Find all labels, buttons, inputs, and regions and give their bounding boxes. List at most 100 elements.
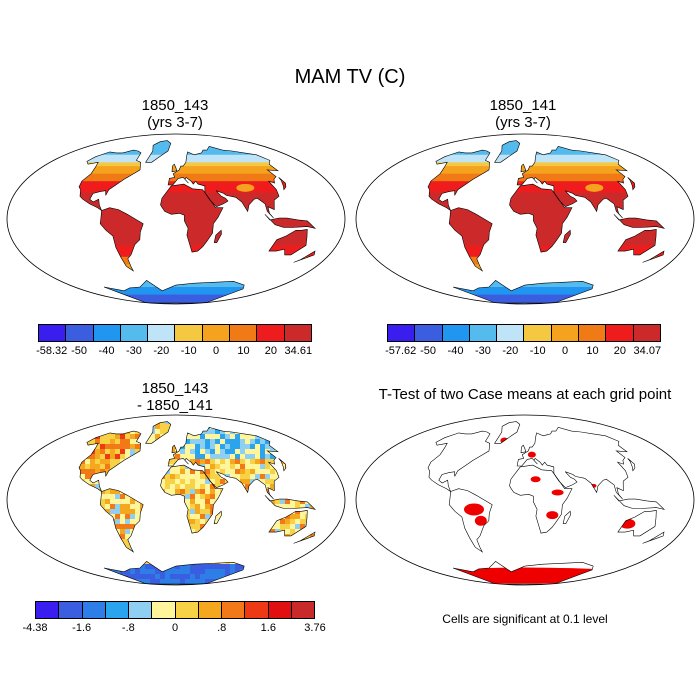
difference-cell — [300, 509, 305, 514]
colorbar-boxes — [387, 324, 661, 342]
coastlines — [78, 421, 317, 585]
difference-cell — [35, 464, 40, 469]
difference-cell — [255, 579, 260, 584]
difference-cell — [95, 584, 100, 585]
difference-cell — [340, 444, 345, 449]
difference-cell — [15, 519, 20, 524]
difference-cell — [250, 529, 255, 534]
coastline — [167, 426, 280, 500]
difference-cell — [320, 484, 325, 489]
temperature-band — [79, 147, 316, 152]
difference-cell — [40, 524, 45, 529]
difference-cell — [40, 569, 45, 574]
difference-cell — [5, 564, 10, 569]
difference-cell — [185, 454, 190, 459]
difference-cell — [120, 534, 125, 539]
difference-cell — [145, 539, 150, 544]
difference-cell — [120, 444, 125, 449]
difference-cell — [325, 414, 330, 419]
difference-cell — [79, 479, 80, 484]
difference-cell — [180, 529, 185, 534]
difference-cell — [200, 459, 205, 464]
difference-cell — [230, 439, 235, 444]
difference-cell — [190, 579, 195, 584]
difference-cell — [185, 494, 190, 499]
difference-cell — [270, 454, 275, 459]
difference-cell — [45, 509, 50, 514]
difference-cell — [55, 539, 60, 544]
difference-cell — [280, 474, 285, 479]
colorbar-box — [268, 602, 292, 618]
difference-cell — [310, 519, 315, 524]
difference-cell — [80, 529, 85, 534]
difference-cell — [220, 464, 225, 469]
difference-cell — [150, 424, 155, 429]
difference-cell — [50, 429, 55, 434]
difference-cell — [95, 454, 100, 459]
difference-cell — [190, 414, 195, 419]
difference-cell — [295, 484, 300, 489]
difference-cell — [155, 564, 160, 569]
difference-cell — [290, 519, 295, 524]
difference-cell — [345, 484, 350, 489]
difference-cell — [5, 549, 10, 554]
difference-cell — [315, 564, 316, 569]
difference-cell — [105, 509, 110, 514]
difference-cell — [105, 414, 110, 419]
difference-cell — [160, 459, 165, 464]
temperature-band — [79, 271, 316, 277]
difference-cell — [290, 494, 295, 499]
colorbar-label: 34.61 — [284, 345, 313, 357]
difference-cell — [150, 494, 155, 499]
difference-cell — [330, 439, 335, 444]
colorbar-label: -58.32 — [36, 345, 68, 357]
difference-cell — [250, 499, 255, 504]
difference-cell — [205, 424, 210, 429]
difference-cell — [55, 414, 60, 419]
difference-cell — [40, 494, 45, 499]
difference-cell — [79, 439, 80, 444]
difference-cell — [135, 414, 140, 419]
difference-cell — [125, 439, 130, 444]
difference-cell — [80, 584, 85, 585]
difference-cell — [85, 499, 90, 504]
difference-cell — [180, 574, 185, 579]
difference-cell — [20, 509, 25, 514]
difference-cell — [155, 479, 160, 484]
difference-cell — [190, 449, 195, 454]
difference-cell — [160, 514, 165, 519]
difference-cell — [155, 559, 160, 564]
difference-cell — [5, 464, 10, 469]
difference-cell — [340, 494, 345, 499]
difference-cell — [30, 494, 35, 499]
difference-cell — [115, 574, 120, 579]
difference-cell — [55, 469, 60, 474]
temperature-band — [428, 196, 665, 201]
difference-cell — [115, 484, 120, 489]
difference-cell — [210, 464, 215, 469]
difference-cell — [20, 424, 25, 429]
difference-cell — [120, 494, 125, 499]
difference-cell — [190, 464, 195, 469]
difference-cell — [335, 469, 340, 474]
difference-cell — [235, 539, 240, 544]
difference-cell — [280, 539, 285, 544]
difference-cell — [150, 509, 155, 514]
difference-cell — [215, 564, 220, 569]
difference-cell — [15, 449, 20, 454]
difference-cell — [125, 459, 130, 464]
difference-cell — [315, 464, 316, 469]
difference-cell — [85, 434, 90, 439]
difference-cell — [225, 454, 230, 459]
coastline — [452, 561, 594, 585]
difference-cell — [95, 564, 100, 569]
difference-cell — [40, 554, 45, 559]
difference-cell — [295, 421, 300, 424]
difference-cell — [135, 434, 140, 439]
difference-cell — [70, 524, 75, 529]
colorbar-box — [230, 325, 258, 341]
difference-cell — [195, 429, 200, 434]
difference-cell — [45, 484, 50, 489]
colorbar-box — [148, 325, 176, 341]
difference-cell — [150, 444, 155, 449]
